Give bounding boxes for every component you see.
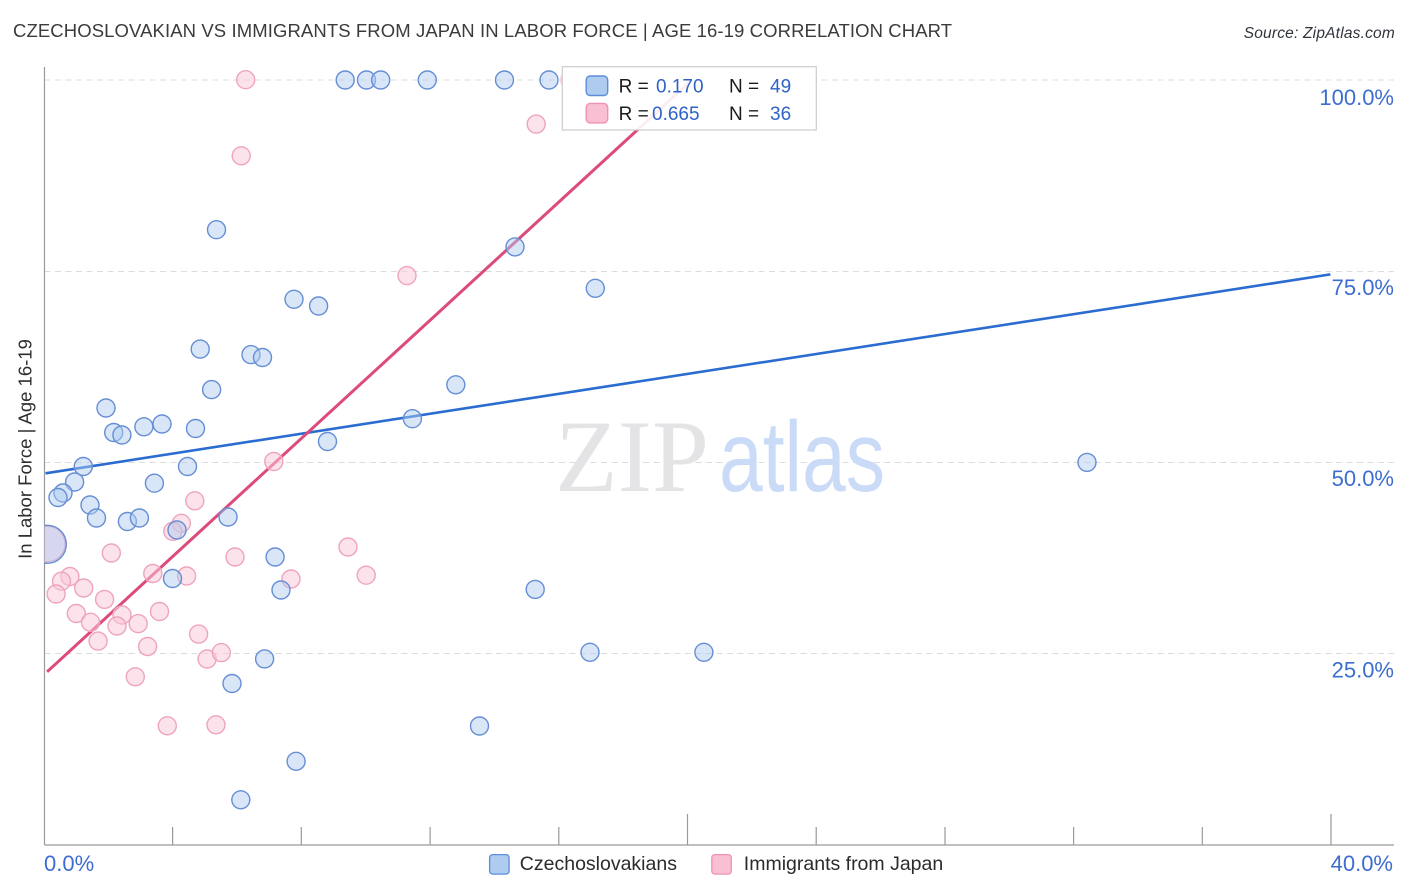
svg-text:CZECHOSLOVAKIAN VS IMMIGRANTS: CZECHOSLOVAKIAN VS IMMIGRANTS FROM JAPAN… [13,20,952,41]
svg-text:100.0%: 100.0% [1319,85,1394,110]
svg-text:atlas: atlas [719,401,885,513]
svg-text:49: 49 [770,77,791,98]
svg-text:N =: N = [729,77,759,98]
svg-text:0.170: 0.170 [656,77,704,98]
svg-text:R =: R = [619,77,649,98]
svg-text:R =: R = [619,104,649,125]
svg-text:Czechoslovakians: Czechoslovakians [520,853,677,875]
svg-text:36: 36 [770,104,791,125]
svg-text:25.0%: 25.0% [1332,658,1394,683]
svg-text:0.665: 0.665 [652,104,700,125]
svg-text:In Labor Force | Age 16-19: In Labor Force | Age 16-19 [15,339,36,559]
svg-text:0.0%: 0.0% [44,851,94,876]
svg-text:Source: ZipAtlas.com: Source: ZipAtlas.com [1244,25,1395,42]
svg-text:N =: N = [729,104,759,125]
svg-text:75.0%: 75.0% [1332,275,1394,300]
svg-text:50.0%: 50.0% [1332,466,1394,491]
svg-text:Immigrants from Japan: Immigrants from Japan [744,853,943,875]
svg-text:ZIP: ZIP [555,400,709,514]
svg-text:40.0%: 40.0% [1331,851,1393,876]
